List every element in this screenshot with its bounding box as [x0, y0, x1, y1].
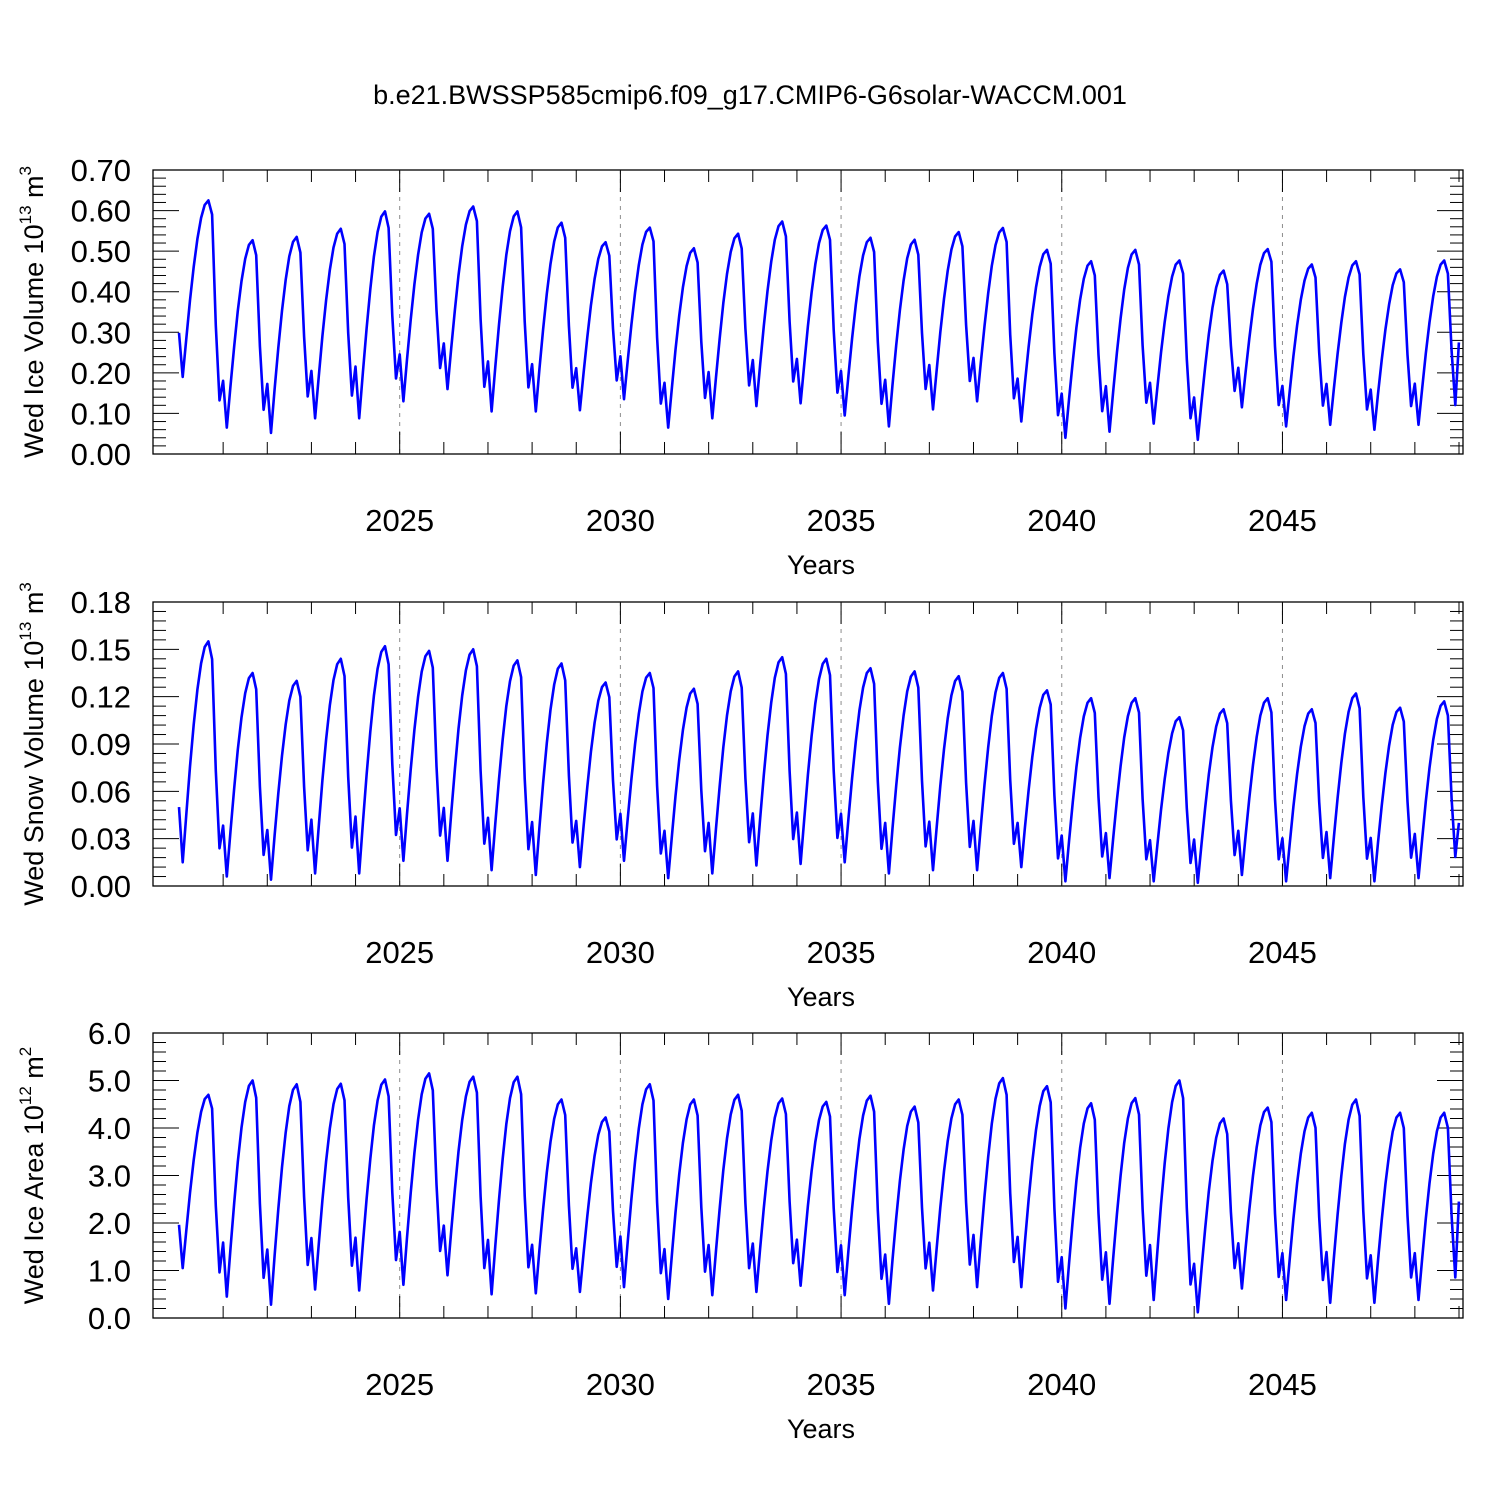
figure-title: b.e21.BWSSP585cmip6.f09_g17.CMIP6-G6sola…	[373, 80, 1127, 110]
chart-panel-1: 2025 2030 2035 2040 2045 0.00 0.10 0.20 0.30 0.40…	[16, 153, 1464, 580]
x-tick-label: 2030	[586, 1367, 655, 1402]
y-tick-label: 0.12	[71, 680, 131, 715]
y-tick-label: 5.0	[88, 1064, 131, 1099]
x-tick-label: 2030	[586, 503, 655, 538]
x-tick-label: 2045	[1248, 935, 1317, 970]
y-tick-label: 0.18	[71, 585, 131, 620]
chart-panel-3: 2025 2030 2035 2040 2045 0.0 1.0 2.0 3.0 4.0 5.0 6.…	[16, 1016, 1464, 1444]
x-tick-label: 2045	[1248, 1367, 1317, 1402]
y-tick-label: 0.50	[71, 234, 131, 269]
series-line	[177, 199, 1461, 442]
y-axis-label: Wed Ice Area 1012 m2	[16, 1047, 49, 1305]
x-tick-label: 2040	[1027, 503, 1096, 538]
y-tick-label: 0.40	[71, 275, 131, 310]
y-tick-label: 0.30	[71, 315, 131, 350]
y-tick-label: 1.0	[88, 1254, 131, 1289]
y-tick-label: 0.00	[71, 869, 131, 904]
x-tick-label: 2025	[365, 1367, 434, 1402]
y-tick-label: 0.09	[71, 727, 131, 762]
series-line	[177, 640, 1461, 885]
y-tick-label: 0.60	[71, 194, 131, 229]
plot-frame	[152, 1032, 1464, 1319]
y-tick-label: 0.15	[71, 632, 131, 667]
y-tick-label: 0.03	[71, 822, 131, 857]
y-tick-label: 3.0	[88, 1159, 131, 1194]
x-axis-label: Years	[787, 982, 855, 1012]
x-tick-label: 2040	[1027, 935, 1096, 970]
y-tick-label: 0.20	[71, 356, 131, 391]
x-tick-label: 2035	[807, 503, 876, 538]
x-tick-label: 2030	[586, 935, 655, 970]
series-line	[177, 1072, 1461, 1314]
x-axis-label: Years	[787, 550, 855, 580]
plot-frame	[152, 169, 1464, 455]
y-tick-label: 4.0	[88, 1111, 131, 1146]
y-axis-label: Wed Snow Volume 1013 m3	[16, 582, 49, 906]
y-axis-label: Wed Ice Volume 1013 m3	[16, 166, 49, 458]
x-axis-label: Years	[787, 1414, 855, 1444]
y-tick-label: 0.0	[88, 1301, 131, 1336]
x-tick-label: 2035	[807, 1367, 876, 1402]
plot-frame	[152, 601, 1464, 887]
x-tick-label: 2025	[365, 503, 434, 538]
y-tick-label: 0.06	[71, 774, 131, 809]
x-tick-label: 2025	[365, 935, 434, 970]
y-tick-label: 2.0	[88, 1206, 131, 1241]
y-tick-label: 0.10	[71, 396, 131, 431]
y-tick-label: 6.0	[88, 1016, 131, 1051]
x-tick-label: 2045	[1248, 503, 1317, 538]
y-tick-label: 0.00	[71, 437, 131, 472]
chart-panel-2: 2025 2030 2035 2040 2045 0.00 0.03 0.06 0.09 0.12…	[16, 582, 1464, 1012]
x-tick-label: 2035	[807, 935, 876, 970]
x-tick-label: 2040	[1027, 1367, 1096, 1402]
y-tick-label: 0.70	[71, 153, 131, 188]
